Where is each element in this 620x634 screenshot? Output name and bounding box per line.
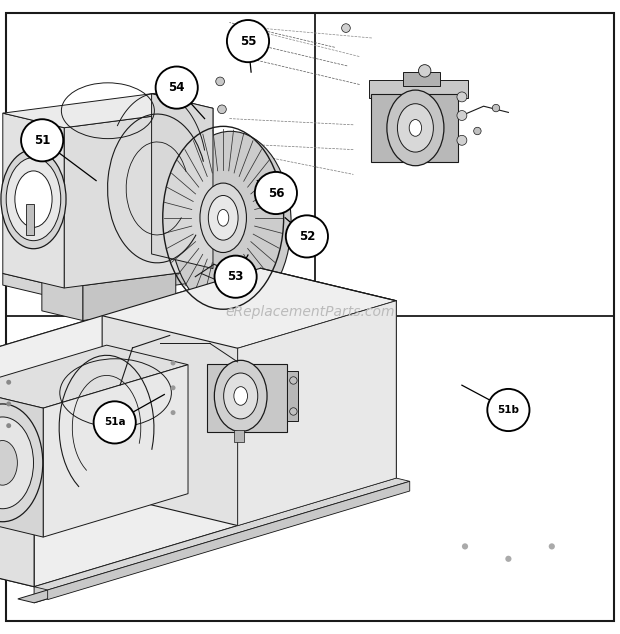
Text: 51b: 51b xyxy=(497,405,520,415)
Circle shape xyxy=(457,135,467,145)
Ellipse shape xyxy=(15,171,52,228)
Ellipse shape xyxy=(208,195,238,240)
Ellipse shape xyxy=(387,90,444,165)
Polygon shape xyxy=(64,269,213,300)
Ellipse shape xyxy=(234,387,247,405)
Ellipse shape xyxy=(0,404,43,522)
Ellipse shape xyxy=(0,441,17,485)
Polygon shape xyxy=(369,79,468,98)
Polygon shape xyxy=(287,371,298,421)
Polygon shape xyxy=(0,377,34,586)
Circle shape xyxy=(227,20,269,62)
Circle shape xyxy=(170,410,175,415)
Polygon shape xyxy=(151,94,213,269)
Polygon shape xyxy=(2,254,213,288)
Circle shape xyxy=(492,105,500,112)
Ellipse shape xyxy=(1,150,66,249)
Ellipse shape xyxy=(397,104,433,152)
Text: eReplacementParts.com: eReplacementParts.com xyxy=(225,305,395,319)
Ellipse shape xyxy=(0,417,33,508)
Circle shape xyxy=(549,543,555,550)
Bar xyxy=(206,364,287,432)
Polygon shape xyxy=(34,301,396,586)
Polygon shape xyxy=(2,94,213,127)
Ellipse shape xyxy=(200,183,246,252)
Ellipse shape xyxy=(170,131,291,314)
Polygon shape xyxy=(0,268,396,410)
Circle shape xyxy=(21,119,63,162)
Text: 55: 55 xyxy=(240,35,256,48)
Bar xyxy=(371,94,458,162)
Ellipse shape xyxy=(409,120,422,136)
Text: 56: 56 xyxy=(268,186,284,200)
Polygon shape xyxy=(0,446,396,586)
Text: 52: 52 xyxy=(299,230,315,243)
Text: 53: 53 xyxy=(228,270,244,283)
Polygon shape xyxy=(0,268,260,554)
Polygon shape xyxy=(102,316,237,526)
Polygon shape xyxy=(0,450,277,574)
Circle shape xyxy=(215,256,257,298)
Polygon shape xyxy=(48,481,410,600)
Polygon shape xyxy=(237,301,396,526)
Polygon shape xyxy=(0,345,188,408)
Ellipse shape xyxy=(6,158,61,241)
Circle shape xyxy=(290,408,297,415)
Circle shape xyxy=(474,127,481,134)
Polygon shape xyxy=(2,273,64,300)
Text: 54: 54 xyxy=(169,81,185,94)
Ellipse shape xyxy=(218,209,229,226)
Polygon shape xyxy=(42,276,83,321)
Polygon shape xyxy=(34,478,396,603)
Circle shape xyxy=(6,401,11,406)
Circle shape xyxy=(457,92,467,102)
Polygon shape xyxy=(43,365,188,537)
Circle shape xyxy=(216,77,224,86)
Polygon shape xyxy=(260,268,396,478)
Circle shape xyxy=(462,543,468,550)
Circle shape xyxy=(218,105,226,113)
Circle shape xyxy=(156,67,198,108)
Bar xyxy=(403,72,440,86)
Circle shape xyxy=(170,385,175,391)
Text: 51: 51 xyxy=(34,134,50,147)
Circle shape xyxy=(505,555,511,562)
Circle shape xyxy=(286,216,328,257)
Polygon shape xyxy=(0,389,43,537)
Circle shape xyxy=(342,23,350,32)
Circle shape xyxy=(418,65,431,77)
Circle shape xyxy=(457,110,467,120)
Circle shape xyxy=(290,377,297,384)
Bar xyxy=(234,430,244,443)
Polygon shape xyxy=(18,490,396,603)
Circle shape xyxy=(170,361,175,365)
Ellipse shape xyxy=(224,373,258,419)
Circle shape xyxy=(6,380,11,385)
Ellipse shape xyxy=(215,360,267,432)
Circle shape xyxy=(255,172,297,214)
Polygon shape xyxy=(83,273,176,321)
Polygon shape xyxy=(64,108,213,288)
Polygon shape xyxy=(34,478,410,590)
Text: 51a: 51a xyxy=(104,417,125,427)
Circle shape xyxy=(94,401,136,443)
Circle shape xyxy=(487,389,529,431)
Circle shape xyxy=(6,423,11,428)
Polygon shape xyxy=(2,113,64,288)
Polygon shape xyxy=(42,264,176,285)
FancyBboxPatch shape xyxy=(27,204,34,235)
